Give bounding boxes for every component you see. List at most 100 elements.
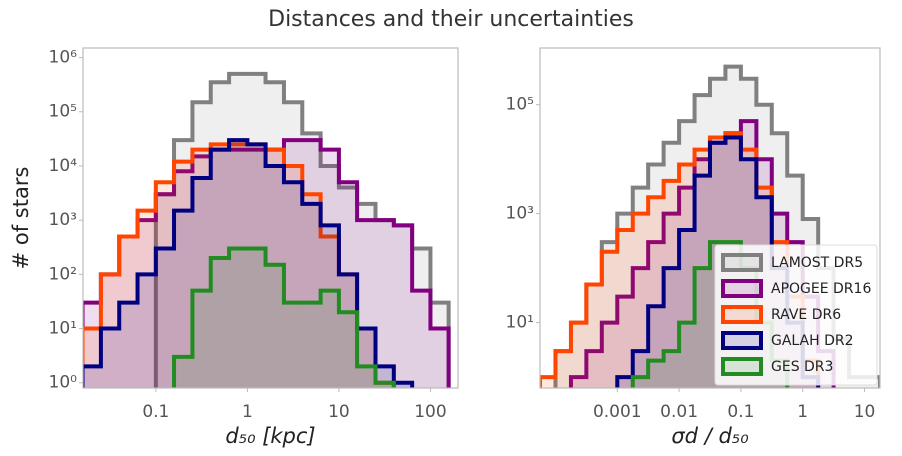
histogram-bar [155,194,175,388]
axes-frame [82,47,459,389]
histogram-bar [302,133,321,388]
histogram-bar [247,149,266,388]
histogram-bar [283,140,303,388]
histogram-bar [663,213,680,388]
histogram-bar [302,194,321,388]
histogram-bar [265,149,284,388]
histogram-bar [393,225,413,388]
histogram-bar [632,268,649,388]
histogram-bar [265,149,284,388]
histogram-bar [338,274,358,388]
histogram-bar [570,377,587,388]
histogram-bar [210,258,230,388]
histogram-bar [601,251,618,388]
histogram-bar [119,236,138,388]
legend-swatch [721,357,763,376]
histogram-bar [320,165,339,388]
histogram-bar [155,194,175,388]
legend-swatch [721,305,763,324]
y-tick-label: 10⁶ [49,48,78,68]
histogram-bar [320,290,339,388]
histogram-bar [320,225,339,388]
legend-swatch [721,279,763,298]
histogram-bar [229,73,248,388]
legend-swatch [721,253,763,272]
histogram-bar [302,203,321,388]
x-tick-label: 0.1 [142,402,169,422]
legend-label: GES DR3 [771,359,833,375]
histogram-bar [679,230,695,388]
x-axis-label: σd / d₅₀ [671,424,749,448]
histogram-bar [247,144,266,388]
histogram-bar [570,322,587,388]
histogram-bar [210,149,230,388]
legend-label: LAMOST DR5 [771,255,863,271]
histogram-bar [679,322,695,388]
histogram-outline [172,246,396,388]
histogram-bar [155,182,175,388]
histogram-bar [648,197,664,388]
axes: 0.001 0.01 0.1 1 10 10¹ 10³ 10⁵ σd / d₅₀ LAMOST D… [506,47,881,448]
legend-swatch [721,331,763,350]
histogram-bar [247,144,266,388]
histogram-bar [210,82,230,388]
axes: 0.1 1 10 100 10⁰ 10¹ 10² 10³ 10⁴ 10⁵ 10⁶ d₅₀ [kpc] #… [9,47,459,448]
histogram-bar [283,302,303,388]
histogram-bar [694,268,710,388]
histogram-bar [570,322,587,388]
histogram-bar [338,312,358,388]
histogram-bar [320,149,339,388]
histogram-bar [174,171,193,388]
histogram-bar [540,377,556,388]
histogram-bar [586,351,602,388]
histogram-bar [265,82,284,388]
histogram-bar [663,180,680,388]
histogram-bar [283,102,303,388]
histogram-bar [83,328,101,388]
histogram-bar [586,284,602,388]
histogram-bar [601,242,618,388]
y-tick-label: 10⁵ [49,102,77,122]
histogram-bar [375,382,394,388]
histogram-bar [174,356,193,388]
histogram-bar [648,360,664,388]
legend-label: APOGEE DR16 [771,281,871,297]
histogram-bar [555,351,571,388]
histogram-bar [632,187,649,388]
histogram-bar [632,377,649,388]
histogram-bar [210,144,230,388]
histogram-bar [679,164,695,388]
histogram-bar [210,149,230,388]
axes-frame [539,47,881,389]
histogram-bar [192,149,211,388]
histogram-bar [412,248,431,388]
histogram-bar [338,187,358,388]
histogram-bar [617,213,633,388]
histogram-bar [393,382,413,388]
histogram-bar [357,220,376,388]
histogram-bar [247,248,266,388]
plot-area [83,71,451,388]
legend-label: GALAH DR2 [771,333,854,349]
histogram-bar [430,328,449,388]
y-tick-label: 10¹ [49,319,77,339]
histogram-bar [648,306,664,388]
x-tick-label: 100 [414,402,446,422]
y-tick-label: 10³ [49,210,77,230]
histogram-bar [137,210,156,388]
histogram-bar [302,302,321,388]
histogram-bar [375,382,394,388]
figure-title: Distances and their uncertainties [268,7,634,32]
histogram-bar [617,296,633,388]
histogram-bar [192,177,211,388]
histogram-bar [320,236,339,388]
histogram-bar [375,220,394,388]
axes-background [83,48,458,388]
histogram-bar [229,149,248,388]
x-tick-label: 0.001 [593,402,642,422]
series [83,142,396,388]
y-tick-label: 10⁵ [506,95,534,115]
histogram-bar [648,164,664,388]
histogram-bar [375,220,394,388]
